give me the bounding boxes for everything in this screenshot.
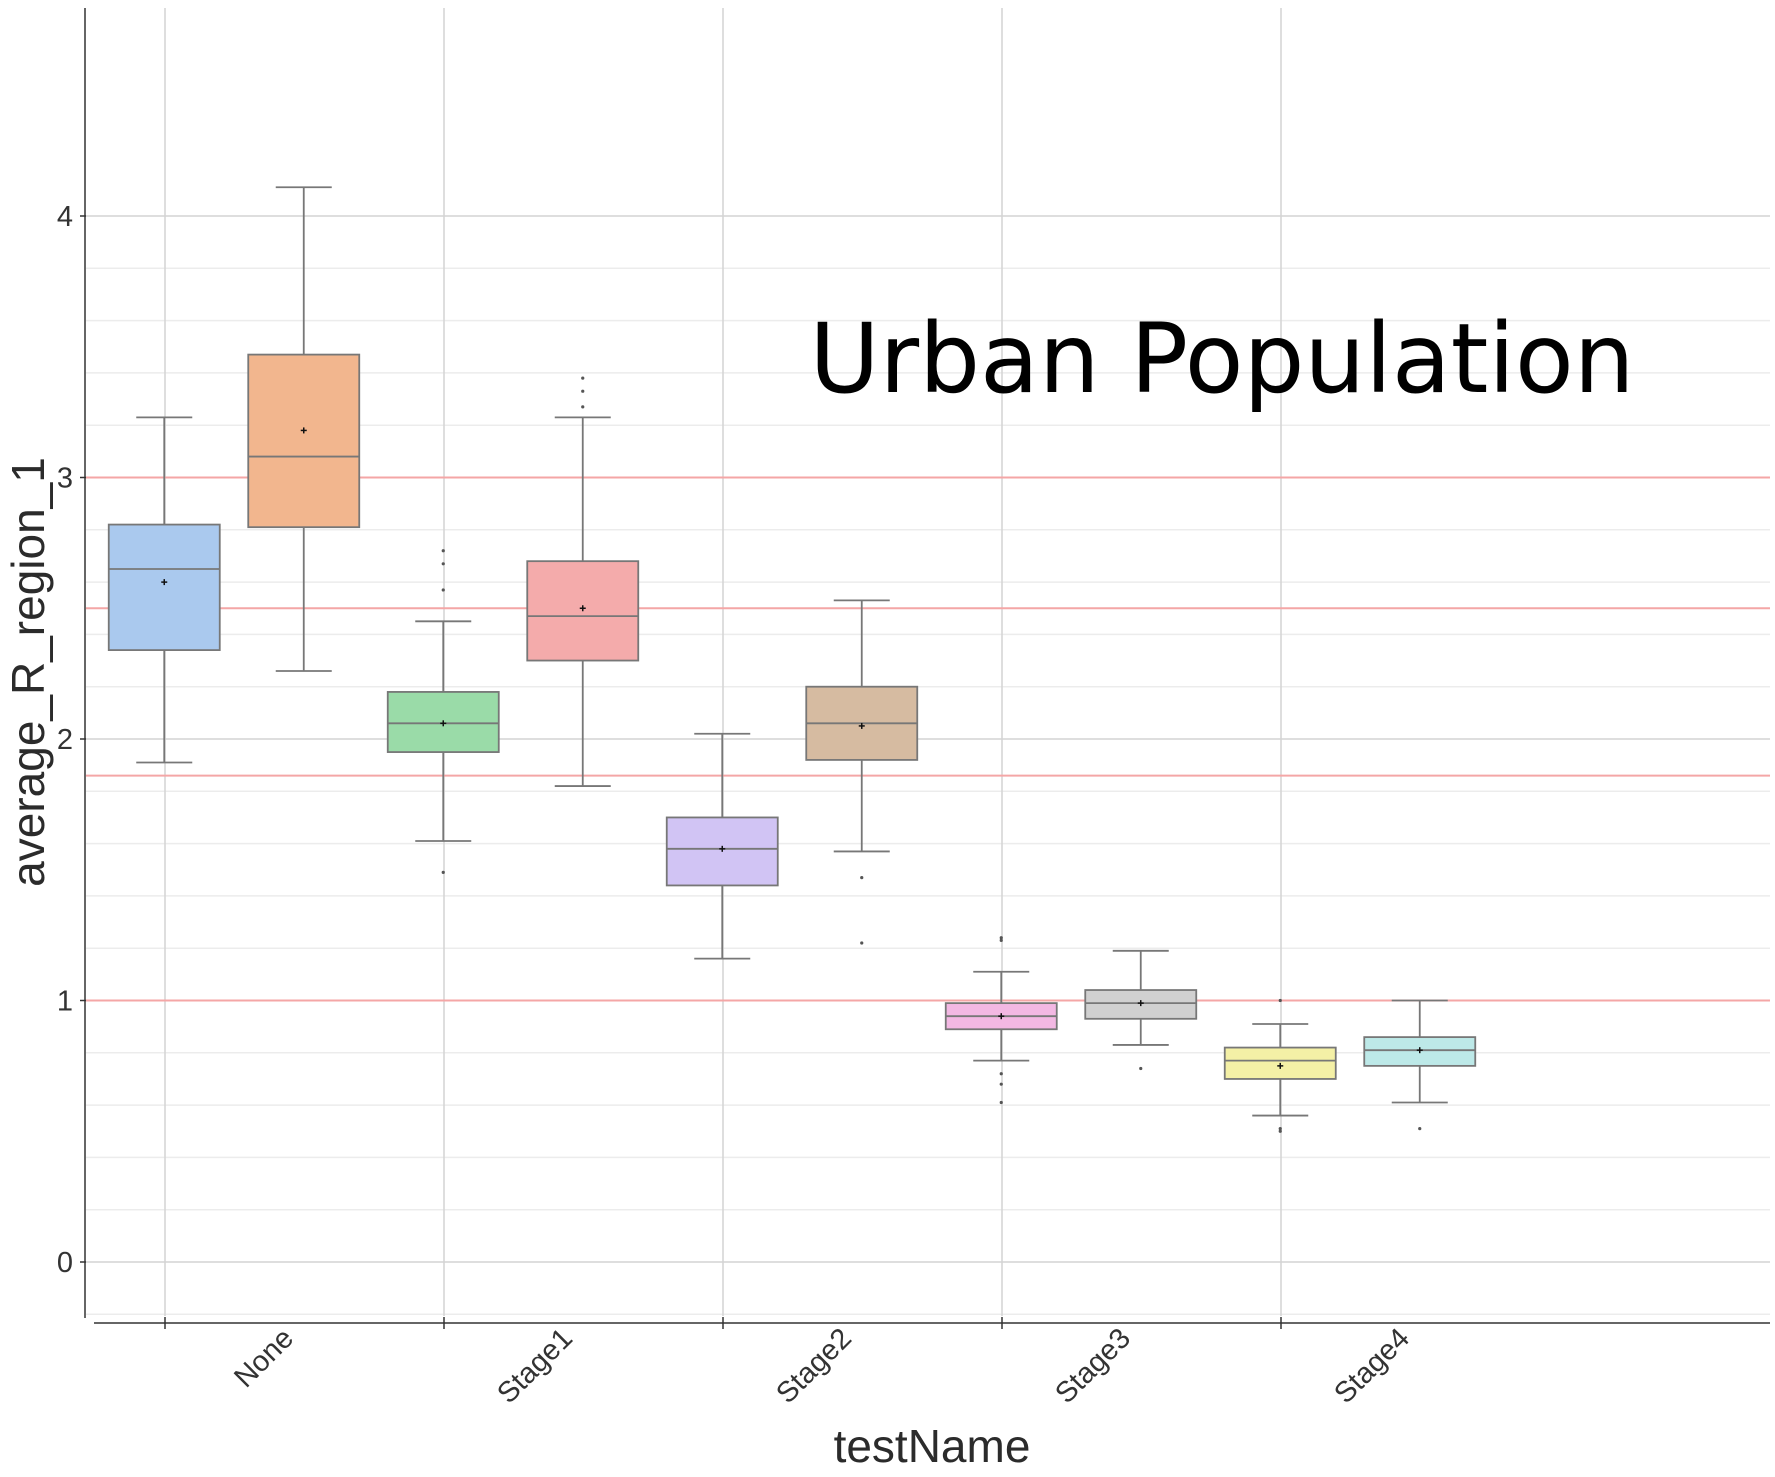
x-axis-title: testName: [834, 1420, 1031, 1472]
outlier-point: [441, 562, 445, 566]
reference-lines: [86, 476, 1770, 1002]
y-tick-label: 4: [57, 201, 73, 233]
box-none-1: [247, 186, 361, 672]
y-tick-label: 2: [57, 724, 73, 756]
outlier-point: [441, 870, 445, 874]
outlier-point: [1139, 1066, 1143, 1071]
axes: [84, 8, 1770, 1324]
y-tick-label: 1: [57, 986, 73, 1018]
outlier-point: [860, 941, 864, 945]
box-body: [247, 353, 361, 529]
y-tick-label: 3: [57, 463, 73, 495]
outlier-point: [1278, 998, 1282, 1003]
outlier-point: [999, 1100, 1003, 1105]
grid-layer: [80, 8, 1770, 1329]
chart-annotation: Urban Population: [809, 303, 1634, 415]
box-stage2-1: [805, 599, 919, 945]
outlier-point: [441, 549, 445, 553]
boxes: [107, 186, 1477, 1133]
box-stage4-1: [1363, 999, 1477, 1131]
outlier-point: [581, 405, 585, 409]
box-body: [665, 816, 779, 887]
outlier-point: [1418, 1127, 1422, 1131]
x-tick-label: None: [228, 1322, 300, 1394]
outlier-point: [1278, 1129, 1282, 1133]
outlier-point: [999, 1082, 1003, 1086]
box-stage1-0: [386, 549, 500, 874]
outlier-point: [581, 389, 585, 393]
outlier-point: [999, 938, 1003, 942]
outlier-point: [999, 1072, 1003, 1076]
y-axis-title: average_R_region_1: [2, 457, 54, 887]
box-stage2-0: [665, 732, 779, 960]
x-tick-label: Stage1: [491, 1322, 579, 1410]
box-stage1-1: [526, 376, 640, 787]
box-stage4-0: [1223, 998, 1337, 1133]
outlier-point: [581, 376, 585, 380]
box-none-0: [107, 416, 221, 764]
outlier-point: [860, 875, 864, 880]
x-tick-label: Stage4: [1328, 1322, 1416, 1410]
box-stage3-1: [1084, 949, 1198, 1071]
x-tick-label: Stage3: [1049, 1322, 1137, 1410]
box-body: [107, 523, 221, 651]
outlier-point: [1278, 1127, 1282, 1131]
y-tick-label: 0: [57, 1247, 73, 1279]
outlier-point: [441, 588, 445, 592]
outlier-point: [999, 936, 1003, 940]
x-tick-label: Stage2: [770, 1322, 858, 1410]
box-stage3-0: [944, 936, 1058, 1105]
